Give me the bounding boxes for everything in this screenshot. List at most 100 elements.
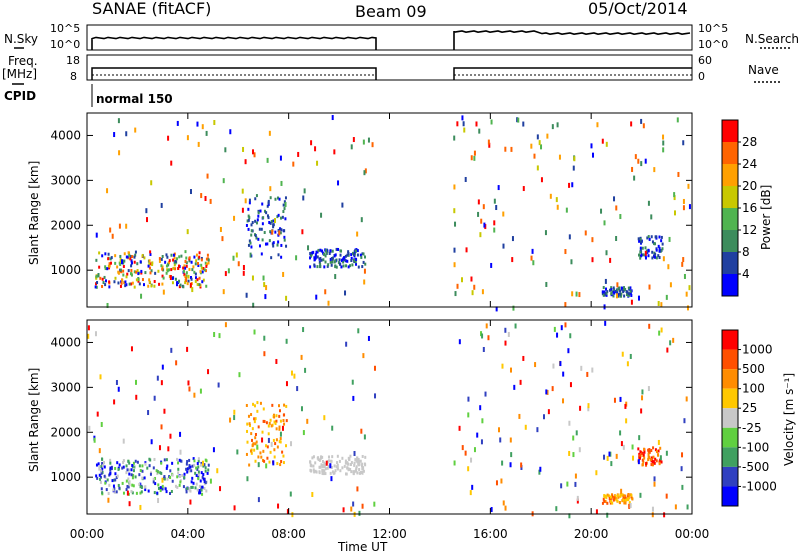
range-cell [127,251,130,255]
range-cell [189,282,192,288]
range-cell [560,325,563,331]
range-cell [362,353,365,359]
range-cell [301,229,304,235]
range-cell [300,406,303,412]
range-cell [648,448,651,452]
range-cell [660,327,663,333]
range-cell [132,484,135,488]
range-cell [634,154,637,160]
range-cell [279,419,282,423]
range-cell [617,495,620,499]
range-cell [688,204,691,210]
range-cell [316,255,319,259]
range-cell [158,259,161,263]
range-cell [144,462,147,466]
range-cell [333,254,336,258]
range-cell [188,488,191,492]
range-cell [285,338,288,344]
range-cell [495,306,498,312]
range-cell [165,271,168,275]
range-cell [650,463,653,467]
range-cell [613,496,616,500]
range-cell [518,413,521,419]
range-cell [204,480,207,484]
range-cell [642,123,645,129]
range-cell [285,444,288,448]
range-cell [150,439,153,445]
range-cell [322,258,325,262]
range-cell [337,247,340,251]
range-cell [154,482,157,486]
range-cell [545,281,548,287]
range-cell [362,252,365,256]
range-cell [659,455,662,461]
range-cell [638,435,641,441]
range-cell [343,256,346,260]
range-cell [158,445,161,451]
range-cell [562,398,565,404]
range-cell [530,143,533,149]
range-cell [200,488,203,492]
range-cell [638,253,641,257]
range-cell [310,254,313,258]
range-cell [276,243,279,247]
range-cell [307,245,310,251]
range-cell [229,417,232,423]
range-cell [158,282,161,286]
range-cell [277,253,280,257]
range-cell [133,270,136,274]
range-cell [312,468,315,472]
range-cell [606,290,609,294]
range-cell [456,121,459,127]
range-cell [265,444,268,448]
range-cell [180,459,183,463]
range-cell [122,273,125,277]
range-cell [620,441,623,447]
range-cell [573,156,576,162]
range-cell [463,127,466,133]
range-cell [677,171,680,177]
range-cell [270,256,273,260]
range-cell [212,447,215,453]
range-cell [188,458,191,462]
range-cell [170,347,173,353]
range-cell [157,498,160,504]
range-cell [163,477,166,481]
range-cell [357,459,360,463]
range-cell [191,464,194,468]
range-cell [619,430,622,436]
range-cell [108,483,111,487]
range-cell [197,465,200,469]
range-cell [148,280,151,284]
range-cell [621,287,624,291]
range-cell [606,512,609,518]
range-cell [94,331,97,337]
range-cell [109,261,112,265]
range-cell [623,501,626,505]
range-cell [278,230,281,236]
range-cell [686,305,689,311]
range-cell [131,281,134,285]
range-cell [367,335,370,341]
range-cell [357,328,360,334]
range-cell [113,399,116,405]
range-cell [96,476,99,480]
range-cell [165,253,168,257]
range-cell [165,490,168,494]
range-cell [467,466,470,472]
range-cell [338,459,341,463]
range-cell [206,262,209,266]
range-cell [659,249,662,253]
range-cell [639,250,642,254]
range-cell [373,501,376,507]
range-cell [624,501,627,505]
range-cell [364,168,367,174]
range-cell [224,271,227,277]
range-cell [668,236,671,242]
range-cell [185,261,188,265]
range-cell [167,261,170,265]
range-cell [654,457,657,461]
range-cell [144,488,147,492]
range-cell [321,460,324,464]
range-cell [256,401,259,405]
